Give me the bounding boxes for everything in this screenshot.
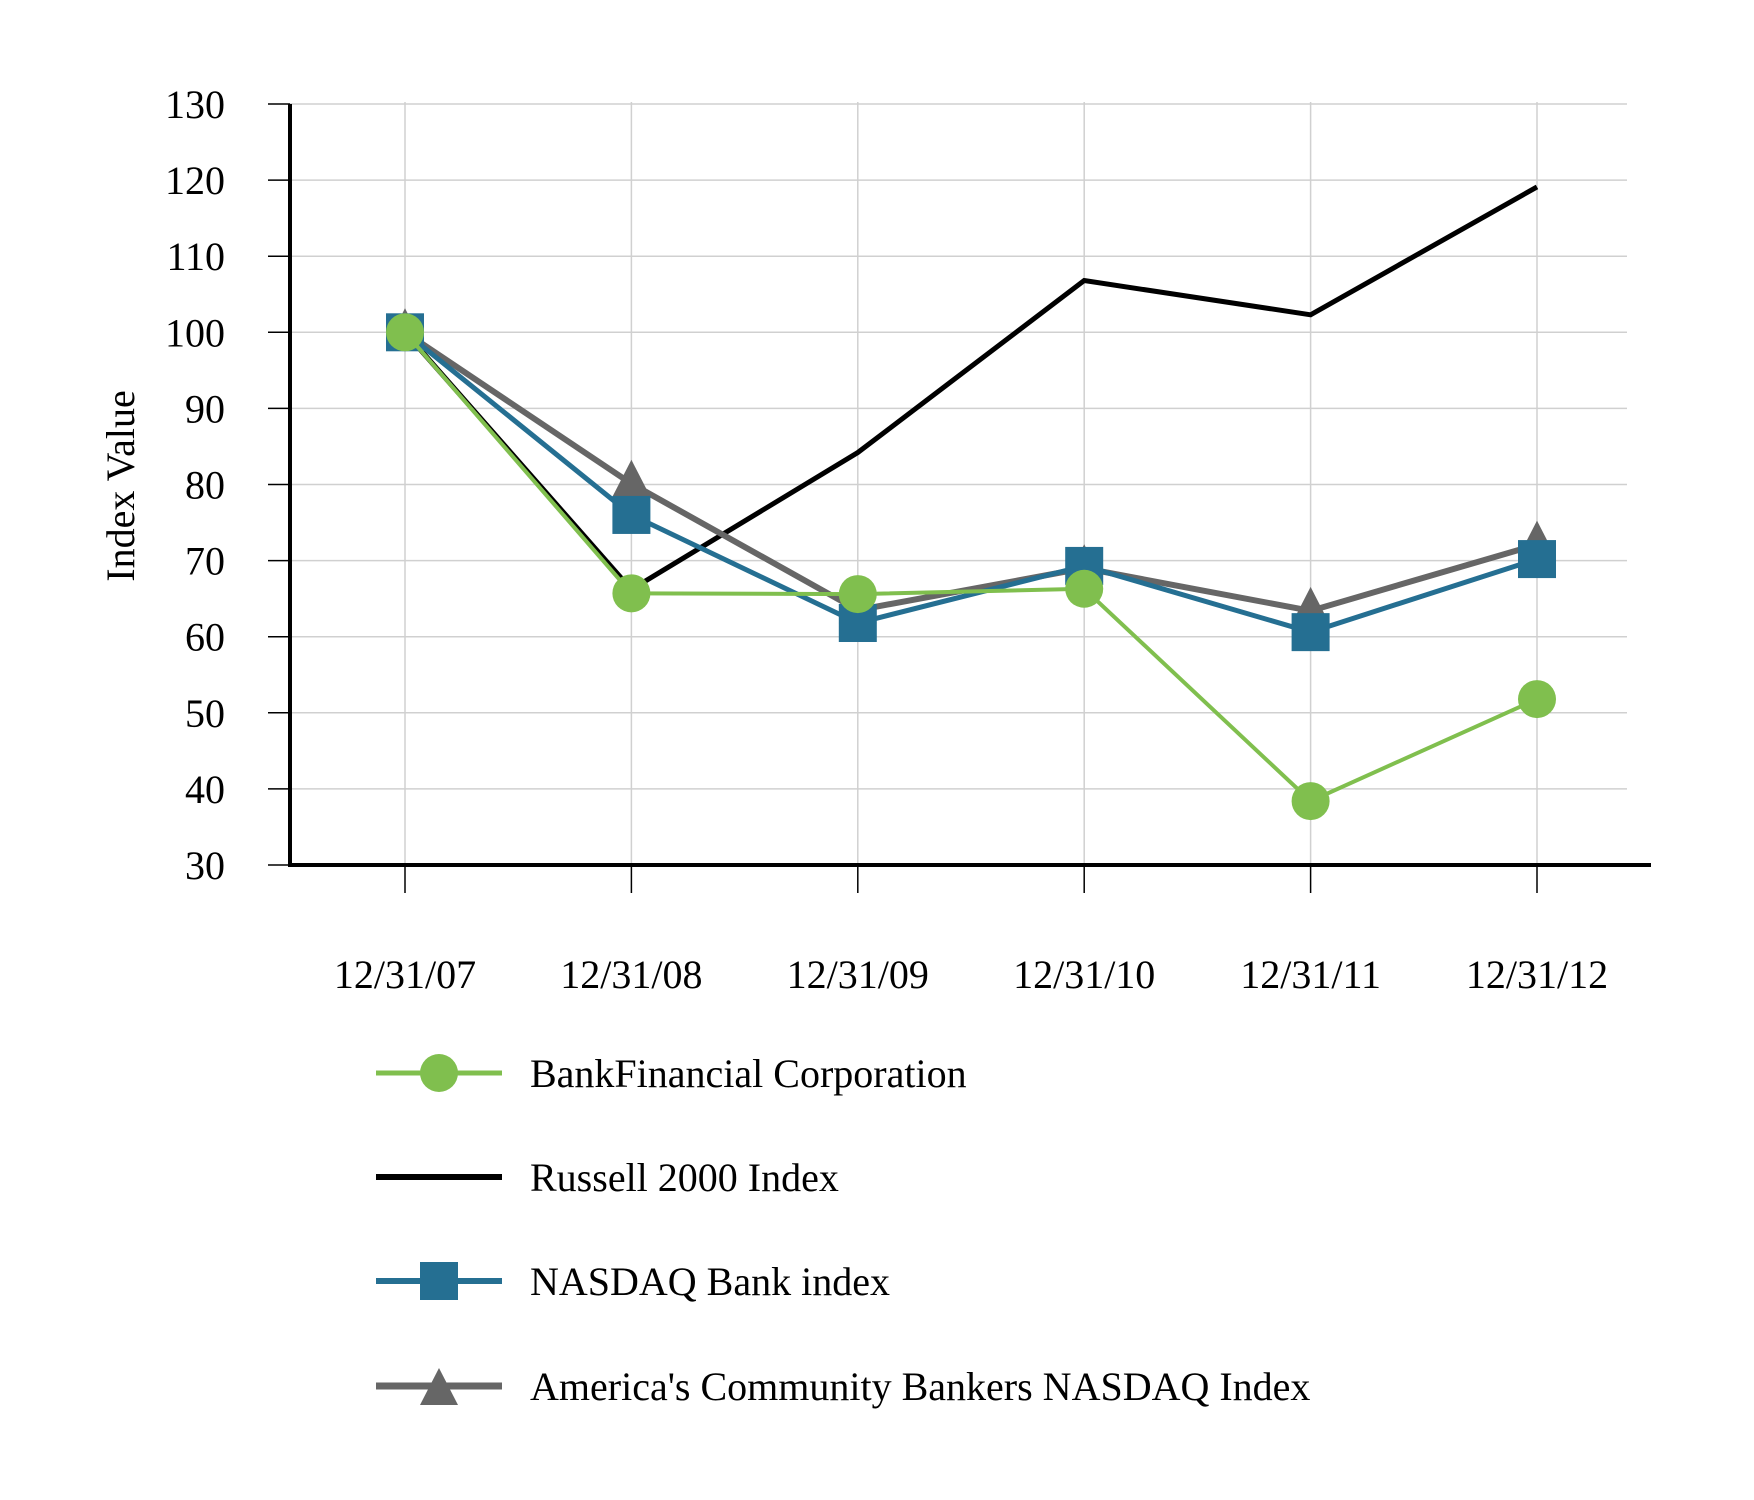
y-tick-label: 70 (185, 539, 225, 584)
legend-circle-icon (420, 1054, 458, 1092)
legend-square-icon (420, 1262, 458, 1300)
data-point-circle (838, 575, 877, 614)
x-tick-label: 12/31/11 (1240, 952, 1381, 997)
legend: BankFinancial Corporation Russell 2000 In… (376, 1051, 1310, 1409)
x-tick-label: 12/31/07 (334, 952, 476, 997)
x-tick-label: 12/31/10 (1013, 952, 1155, 997)
series-group (386, 184, 1556, 821)
data-point-square (1291, 613, 1330, 652)
x-tick-label: 12/31/08 (560, 952, 702, 997)
y-tick-label: 110 (166, 234, 225, 279)
data-point-circle (1518, 680, 1556, 719)
series-line (403, 184, 1539, 593)
data-point-circle (386, 313, 424, 352)
x-tick-label: 12/31/09 (787, 952, 929, 997)
x-axis-ticks: 12/31/07 12/31/08 12/31/09 12/31/10 12/31/11… (334, 865, 1608, 997)
legend-triangle-icon (420, 1368, 458, 1405)
y-tick-label: 50 (185, 691, 225, 736)
y-tick-label: 120 (165, 158, 225, 203)
legend-label: America's Community Bankers NASDAQ Index (530, 1364, 1310, 1409)
series-line (403, 329, 1538, 614)
legend-item: BankFinancial Corporation (376, 1051, 967, 1096)
legend-item: NASDAQ Bank index (376, 1259, 890, 1304)
data-point-square (612, 495, 651, 534)
series-america-s-community-bankers-nasdaq-index (386, 308, 1556, 624)
y-tick-label: 130 (165, 82, 225, 127)
legend-item: Russell 2000 Index (376, 1155, 839, 1200)
series-russell-2000-index (403, 184, 1539, 593)
data-point-square (1518, 540, 1556, 579)
y-tick-label: 40 (185, 767, 225, 812)
series-line (403, 330, 1538, 804)
legend-label: NASDAQ Bank index (530, 1259, 890, 1304)
series-bankfinancial-corporation (386, 313, 1556, 821)
legend-item: America's Community Bankers NASDAQ Index (376, 1364, 1310, 1409)
axes (288, 104, 1651, 867)
x-tick-label: 12/31/12 (1466, 952, 1608, 997)
y-axis-ticks: 30 40 50 60 70 80 90 100 110 120 130 (165, 82, 290, 888)
data-point-circle (612, 574, 651, 613)
series-line (403, 330, 1538, 635)
y-axis-title: Index Value (98, 390, 143, 581)
y-tick-label: 80 (185, 463, 225, 508)
data-point-triangle (612, 459, 651, 497)
data-point-circle (1065, 569, 1104, 608)
legend-label: BankFinancial Corporation (530, 1051, 967, 1096)
y-tick-label: 90 (185, 386, 225, 431)
y-tick-label: 30 (185, 843, 225, 888)
legend-label: Russell 2000 Index (530, 1155, 839, 1200)
data-point-circle (1291, 782, 1330, 821)
grid-lines (290, 102, 1627, 865)
y-tick-label: 100 (165, 310, 225, 355)
y-tick-label: 60 (185, 615, 225, 660)
